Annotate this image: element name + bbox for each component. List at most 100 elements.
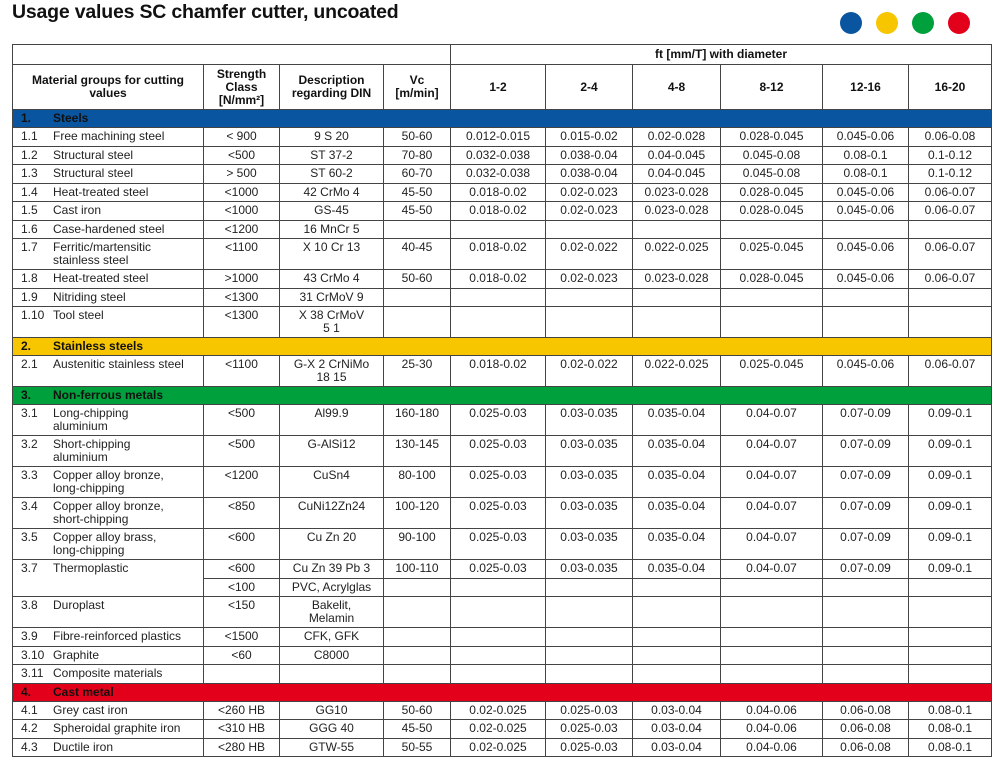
ft-cell: 0.025-0.03 xyxy=(545,700,633,720)
table-row: 4.2 Spheroidal graphite iron <310 HB GGG 40… xyxy=(12,719,993,739)
material-cell: 4.3 Ductile iron xyxy=(12,737,204,757)
ft-cell: 0.023-0.028 xyxy=(632,201,721,221)
ft-cell: 0.06-0.07 xyxy=(907,355,993,387)
ft-cell xyxy=(632,287,721,307)
vc-cell: 45-50 xyxy=(383,201,451,221)
section-name: Non-ferrous metals xyxy=(53,388,164,402)
ft-cell xyxy=(545,287,633,307)
ft-cell: 0.025-0.03 xyxy=(450,435,546,467)
material-cell: 1.8 Heat-treated steel xyxy=(12,269,204,289)
vc-cell: 80-100 xyxy=(383,466,451,498)
header-diameter: 8-12 xyxy=(720,64,823,110)
ft-cell: 0.07-0.09 xyxy=(822,497,909,529)
table-row: 3.2 Short-chipping aluminium <500 G-AlSi12 1… xyxy=(12,435,993,467)
ft-cell: 0.022-0.025 xyxy=(632,355,721,387)
section-name: Steels xyxy=(53,111,89,125)
vc-cell xyxy=(383,219,451,239)
strength-cell: <500 xyxy=(203,404,280,436)
din-cell: ST 60-2 xyxy=(279,164,384,184)
ft-cell: 0.02-0.025 xyxy=(450,719,546,739)
ft-cell: 0.04-0.07 xyxy=(720,528,823,560)
table-row: 4.3 Ductile iron <280 HB GTW-55 50-55 0.02-0.… xyxy=(12,737,993,757)
section-header-row: 3. Non-ferrous metals xyxy=(11,386,993,405)
ft-cell: 0.025-0.03 xyxy=(545,719,633,739)
ft-cell: 0.025-0.03 xyxy=(450,466,546,498)
material-cell: 3.10 Graphite xyxy=(12,645,204,665)
ft-cell: 0.09-0.1 xyxy=(907,497,993,529)
vc-cell: 100-110 xyxy=(383,559,451,579)
ft-cell xyxy=(450,596,546,628)
ft-cell: 0.045-0.06 xyxy=(822,269,909,289)
ft-cell xyxy=(822,306,909,338)
material-name: Spheroidal graphite iron xyxy=(53,721,181,735)
ft-cell: 0.09-0.1 xyxy=(907,559,993,579)
ft-cell xyxy=(822,287,909,307)
ft-cell xyxy=(720,577,823,597)
ft-cell: 0.012-0.015 xyxy=(450,127,546,147)
section-number: 3. xyxy=(21,388,32,402)
section-name: Stainless steels xyxy=(53,339,144,353)
material-cell: 1.2 Structural steel xyxy=(12,145,204,165)
ft-cell: 0.028-0.045 xyxy=(720,127,823,147)
material-cell: 3.7 Thermoplastic xyxy=(12,559,204,597)
table-row: 1.10 Tool steel <1300 X 38 CrMoV 5 1 xyxy=(12,306,993,338)
din-cell: ST 37-2 xyxy=(279,145,384,165)
ft-cell: 0.032-0.038 xyxy=(450,145,546,165)
din-cell: Cu Zn 20 xyxy=(279,528,384,560)
section-header: 4. Cast metal xyxy=(11,682,993,702)
ft-cell: 0.02-0.023 xyxy=(545,269,633,289)
material-cell: 1.9 Nitriding steel xyxy=(12,287,204,307)
ft-cell: 0.018-0.02 xyxy=(450,201,546,221)
din-cell: 31 CrMoV 9 xyxy=(279,287,384,307)
ft-cell xyxy=(720,645,823,665)
vc-cell xyxy=(383,287,451,307)
material-cell: 4.2 Spheroidal graphite iron xyxy=(12,719,204,739)
material-name: Graphite xyxy=(53,647,100,662)
strength-cell: <1200 xyxy=(203,219,280,239)
material-name: Fibre-reinforced plastics xyxy=(53,629,182,643)
ft-cell xyxy=(907,645,993,665)
vc-cell xyxy=(383,577,451,597)
section-number: 4. xyxy=(21,684,32,699)
ft-cell: 0.03-0.035 xyxy=(545,559,633,579)
ft-cell: 0.038-0.04 xyxy=(545,164,633,184)
section-header-row: 4. Cast metal xyxy=(11,682,993,702)
ft-cell xyxy=(822,577,909,597)
ft-cell xyxy=(632,306,721,338)
material-cell: 3.9 Fibre-reinforced plastics xyxy=(12,627,204,647)
ft-cell: 0.04-0.07 xyxy=(720,497,823,529)
ft-cell xyxy=(632,627,721,647)
section-number: 1. xyxy=(21,111,32,125)
material-cell: 3.2 Short-chipping aluminium xyxy=(12,435,204,467)
strength-cell: <500 xyxy=(203,145,280,165)
ft-cell: 0.08-0.1 xyxy=(822,164,909,184)
ft-cell: 0.02-0.023 xyxy=(545,182,633,202)
material-name: Copper alloy bronze, short-chipping xyxy=(53,499,164,526)
strength-cell xyxy=(203,664,280,684)
section-header: 1. Steels xyxy=(11,109,993,128)
ft-cell: 0.03-0.04 xyxy=(632,737,721,757)
ft-cell: 0.04-0.06 xyxy=(720,700,823,720)
ft-cell xyxy=(720,287,823,307)
table-row: 1.3 Structural steel > 500 ST 60-2 60-70 0.03… xyxy=(12,164,993,184)
material-cell: 1.6 Case-hardened steel xyxy=(12,219,204,239)
material-cell: 1.10 Tool steel xyxy=(12,306,204,338)
ft-cell: 0.07-0.09 xyxy=(822,466,909,498)
table-row: 3.11 Composite materials xyxy=(12,664,993,684)
strength-cell: <310 HB xyxy=(203,719,280,739)
ft-cell xyxy=(907,219,993,239)
ft-cell xyxy=(545,219,633,239)
section-number: 2. xyxy=(21,339,32,353)
ft-cell: 0.022-0.025 xyxy=(632,238,721,270)
ft-cell: 0.045-0.06 xyxy=(822,127,909,147)
din-cell: Al99.9 xyxy=(279,404,384,436)
strength-cell: <1000 xyxy=(203,201,280,221)
strength-cell: <60 xyxy=(203,645,280,665)
din-cell: X 38 CrMoV 5 1 xyxy=(279,306,384,338)
ft-cell xyxy=(907,596,993,628)
ft-cell: 0.025-0.045 xyxy=(720,355,823,387)
vc-cell: 25-30 xyxy=(383,355,451,387)
header-diameter: 12-16 xyxy=(822,64,909,110)
ft-cell: 0.035-0.04 xyxy=(632,497,721,529)
material-name: Long-chipping aluminium xyxy=(53,406,129,433)
